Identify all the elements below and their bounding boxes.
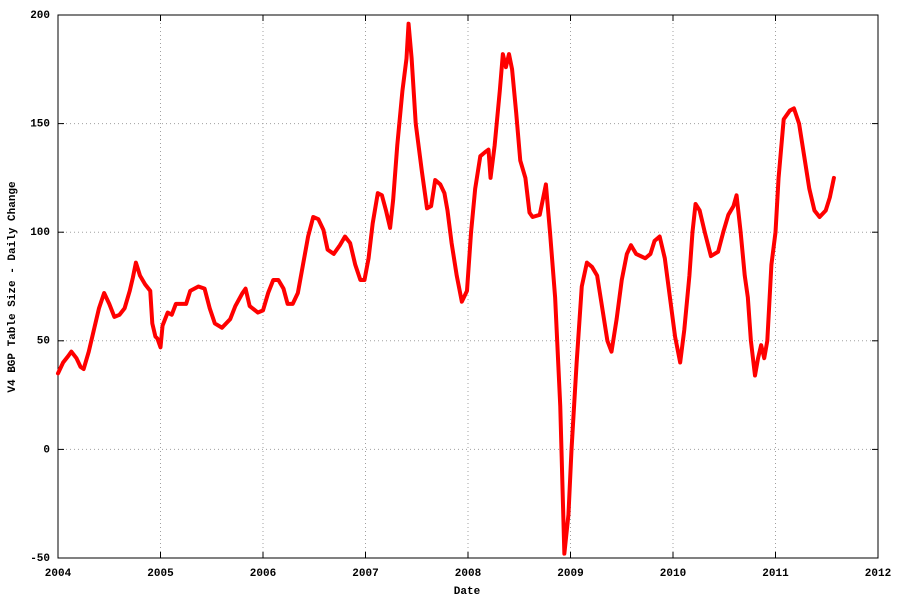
- x-tick-label: 2011: [762, 568, 789, 580]
- x-tick-label: 2007: [352, 568, 378, 580]
- x-tick-label: 2005: [147, 568, 174, 580]
- y-tick-label: 50: [37, 336, 50, 348]
- x-axis-label: Date: [454, 586, 481, 598]
- y-tick-label: 150: [30, 119, 50, 131]
- y-axis-label: V4 BGP Table Size - Daily Change: [7, 181, 19, 393]
- y-tick-label: 200: [30, 10, 50, 22]
- x-tick-label: 2009: [557, 568, 583, 580]
- data-line: [56, 21, 836, 556]
- y-tick-label: 100: [30, 227, 50, 239]
- y-tick-label: -50: [30, 553, 50, 565]
- x-tick-label: 2004: [45, 568, 72, 580]
- x-tick-label: 2006: [250, 568, 276, 580]
- x-tick-label: 2012: [865, 568, 891, 580]
- x-tick-label: 2010: [660, 568, 686, 580]
- y-tick-label: 0: [43, 444, 50, 456]
- x-tick-label: 2008: [455, 568, 482, 580]
- plot-border: [57, 14, 879, 559]
